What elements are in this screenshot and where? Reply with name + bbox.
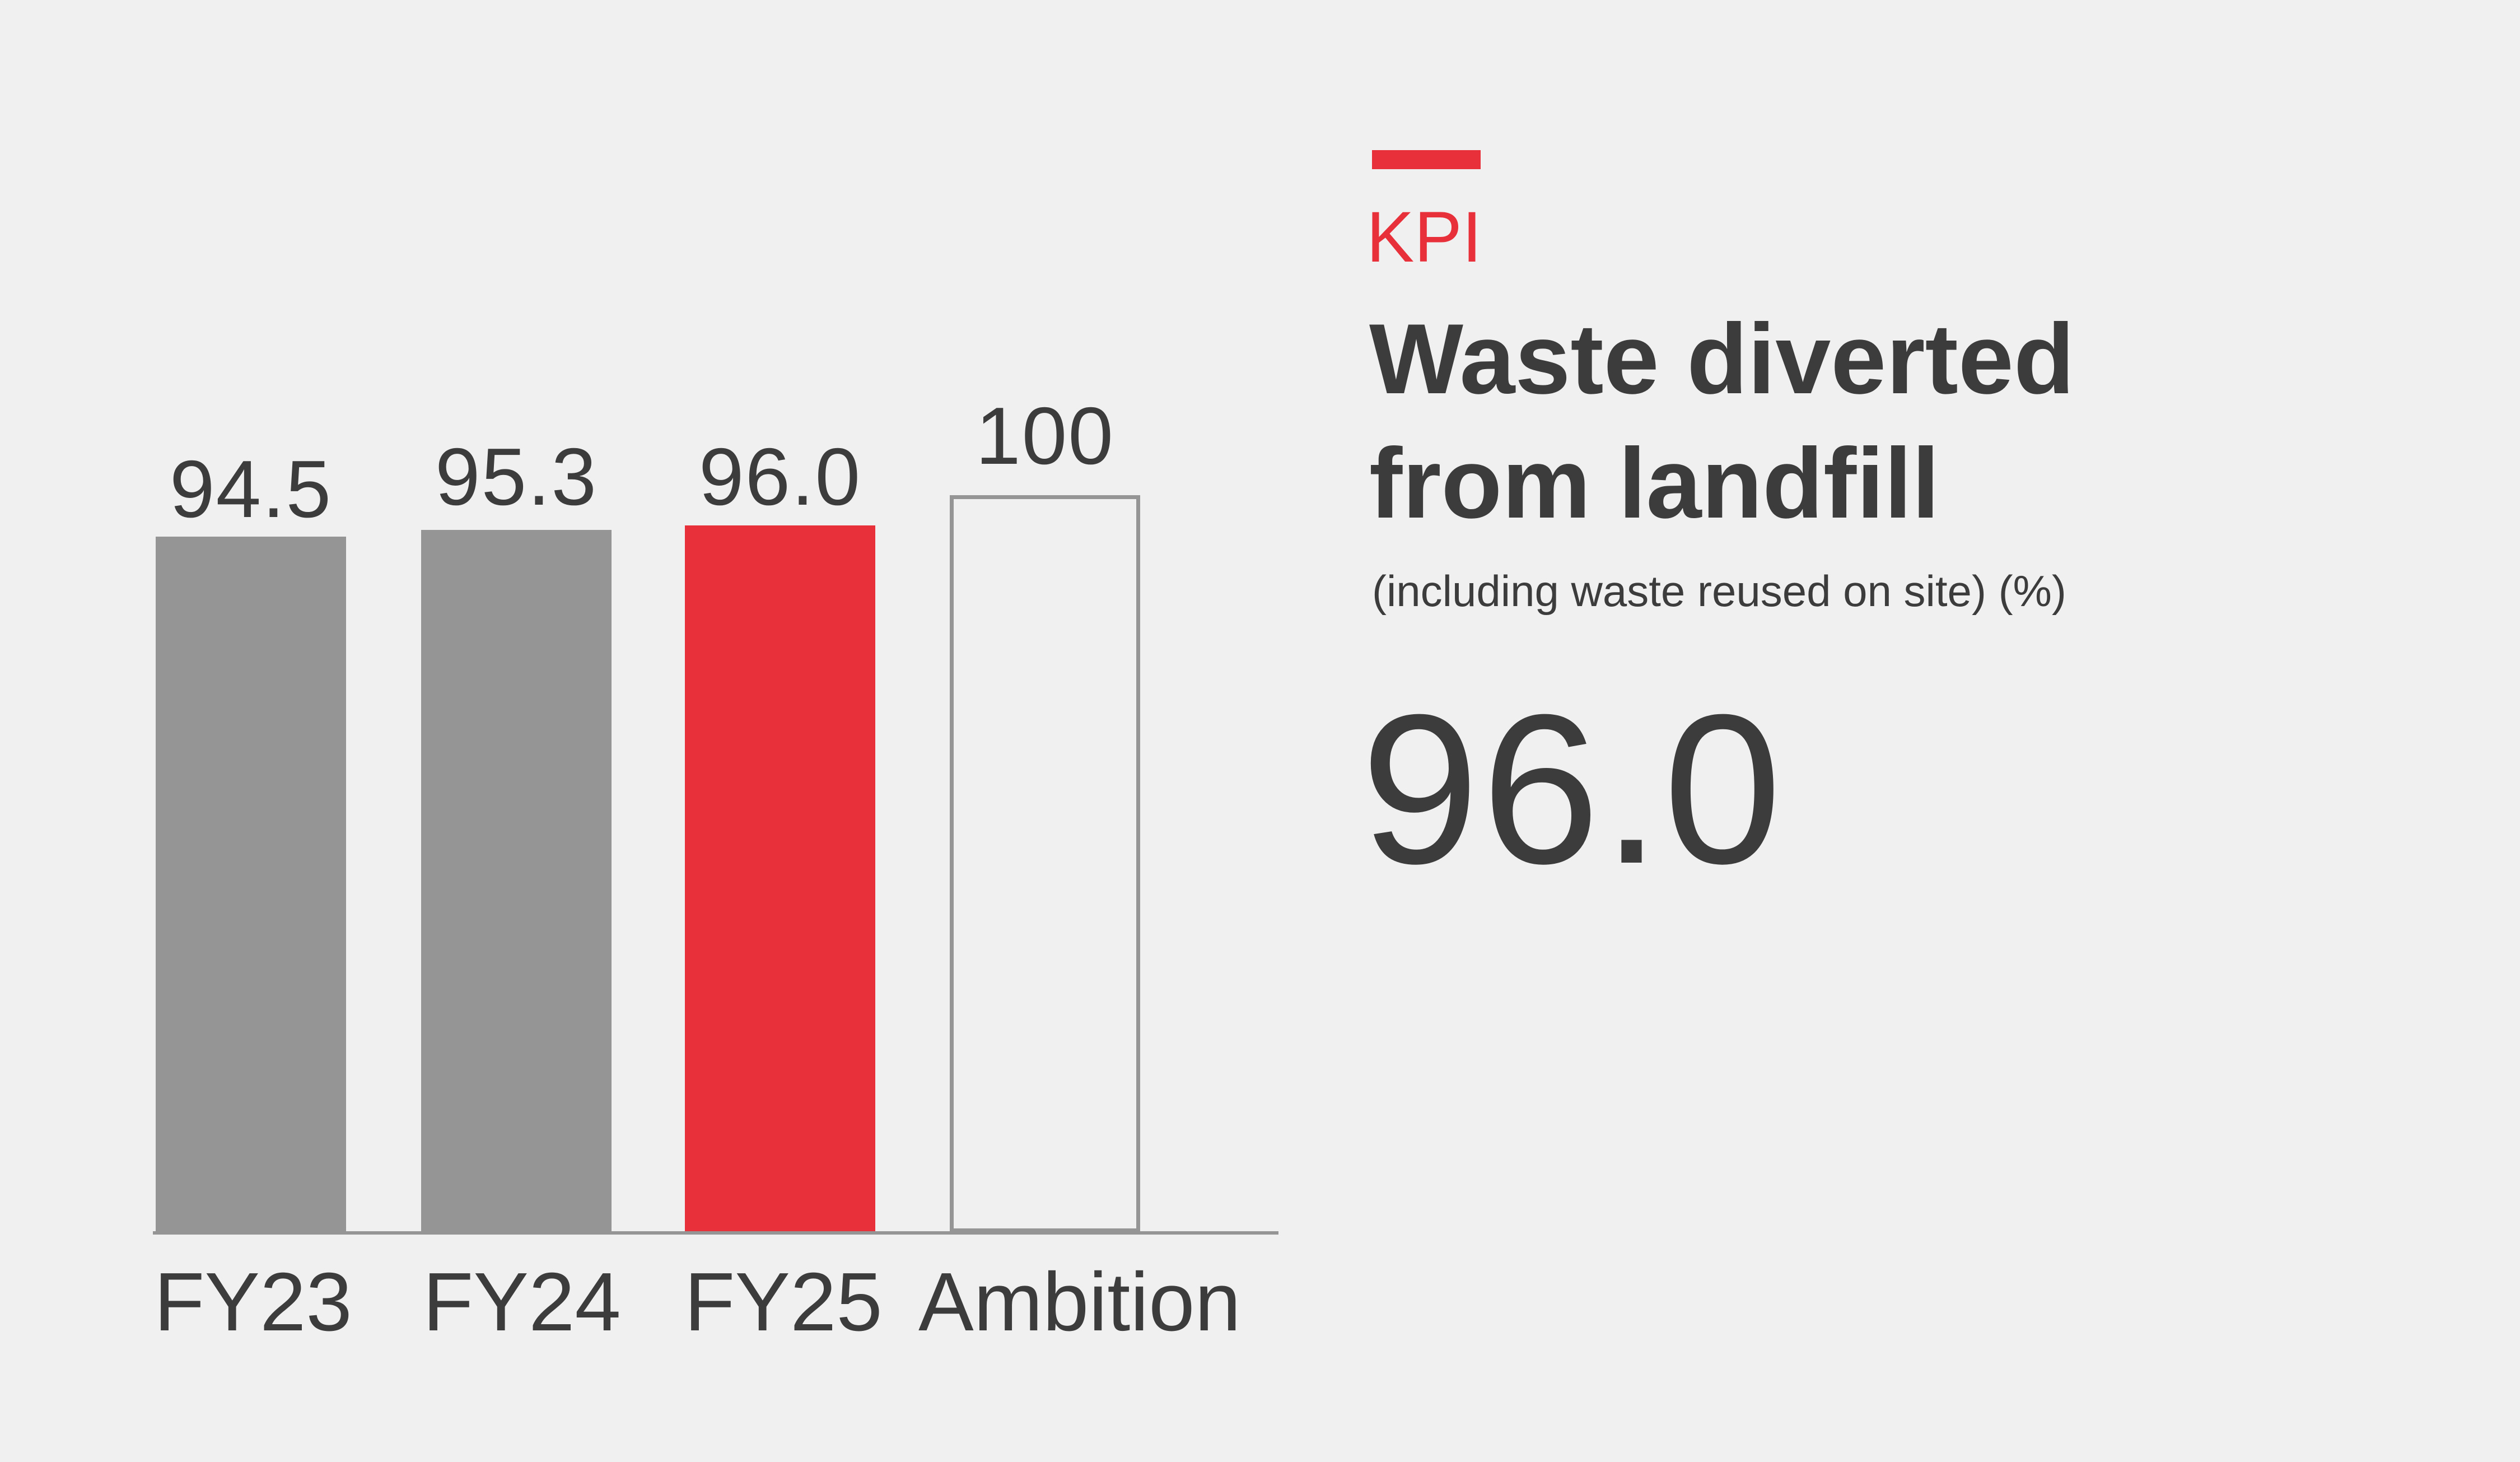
x-axis-line [153,1231,1278,1235]
kpi-title-line1: Waste diverted [1369,303,2075,415]
value-label-ambition: 100 [976,390,1114,481]
category-label-fy23: FY23 [154,1256,352,1348]
bar-fy25 [685,525,875,1232]
category-label-ambition: Ambition [918,1256,1241,1348]
kpi-title-line2: from landfill [1369,427,1940,539]
kpi-label: KPI [1366,197,1482,277]
bar-fy23 [156,537,346,1232]
category-label-fy24: FY24 [423,1256,621,1348]
value-label-fy24: 95.3 [435,431,598,522]
kpi-accent-bar [1372,150,1481,169]
kpi-title: Waste diverted from landfill [1369,297,2075,546]
value-label-fy23: 94.5 [169,444,333,534]
value-label-fy25: 96.0 [698,431,862,522]
kpi-subtitle: (including waste reused on site) (%) [1372,566,2066,616]
kpi-headline-value: 96.0 [1361,670,1784,908]
bar-fy24 [421,530,612,1232]
bar-ambition [950,495,1140,1232]
category-label-fy25: FY25 [684,1256,883,1348]
